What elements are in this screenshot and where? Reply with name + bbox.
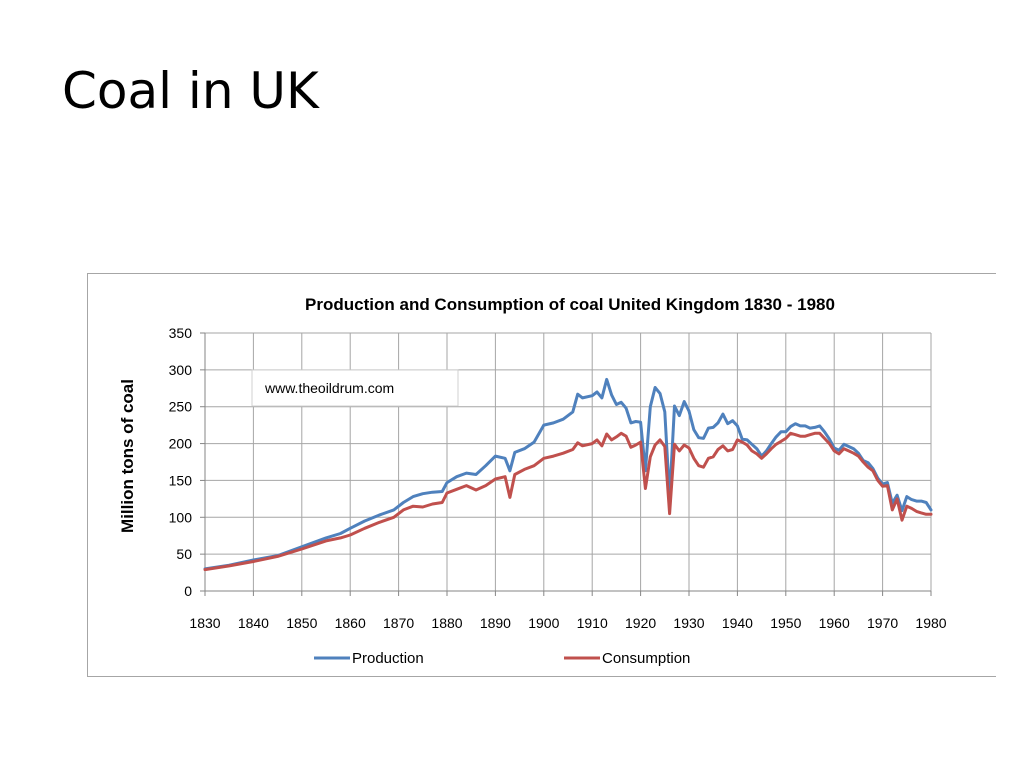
x-tick-label: 1910 [577, 615, 608, 631]
tick-labels: 0 50 100 150 200 250 300 350 1830 1840 1850 1860 187… [169, 325, 947, 631]
x-tick-label: 1870 [383, 615, 414, 631]
x-tick-label: 1890 [480, 615, 511, 631]
annotation-box [251, 369, 459, 407]
y-axis-label: Million tons of coal [118, 379, 137, 533]
legend: Production Consumption [314, 650, 690, 667]
x-tick-label: 1830 [189, 615, 220, 631]
grid-lines [200, 332, 932, 596]
series-line-consumption [203, 431, 933, 572]
y-tick-label: 150 [169, 472, 193, 488]
legend-label-consumption: Consumption [602, 650, 690, 667]
x-tick-label: 1860 [335, 615, 366, 631]
y-tick-label: 350 [169, 325, 193, 341]
y-tick-label: 0 [184, 583, 192, 599]
y-tick-label: 100 [169, 509, 193, 525]
annotation-text: www.theoildrum.com [264, 380, 394, 396]
chart-title: Production and Consumption of coal Unite… [305, 295, 835, 314]
x-tick-label: 1960 [819, 615, 850, 631]
x-tick-label: 1850 [286, 615, 317, 631]
x-tick-label: 1900 [528, 615, 559, 631]
x-tick-label: 1880 [431, 615, 462, 631]
y-tick-label: 50 [176, 546, 192, 562]
x-tick-label: 1980 [915, 615, 946, 631]
series-line-production [203, 377, 933, 571]
x-tick-label: 1970 [867, 615, 898, 631]
x-tick-label: 1930 [673, 615, 704, 631]
y-tick-label: 200 [169, 436, 193, 452]
coal-line-chart: Production and Consumption of coal Unite… [118, 295, 947, 667]
chart-frame: Production and Consumption of coal Unite… [87, 273, 996, 677]
x-tick-label: 1940 [722, 615, 753, 631]
y-tick-label: 300 [169, 362, 193, 378]
x-tick-label: 1840 [238, 615, 269, 631]
y-tick-label: 250 [169, 399, 193, 415]
x-tick-label: 1920 [625, 615, 656, 631]
source-annotation: www.theoildrum.com [251, 369, 459, 407]
legend-label-production: Production [352, 650, 424, 667]
series-layer [203, 377, 933, 572]
x-tick-label: 1950 [770, 615, 801, 631]
slide-title: Coal in UK [62, 62, 319, 120]
